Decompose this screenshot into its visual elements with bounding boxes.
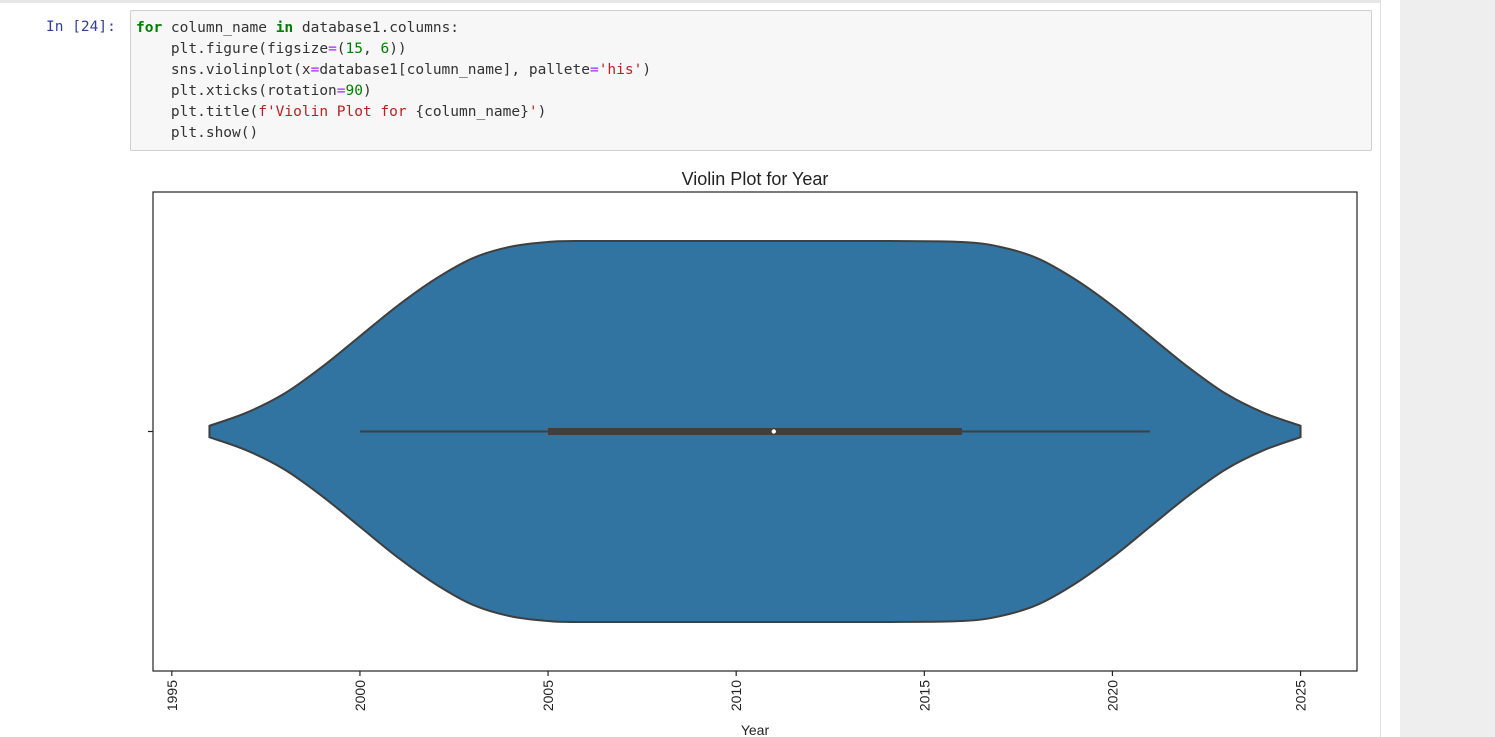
code-cell-input[interactable]: for column_name in database1.columns: pl… (130, 10, 1372, 151)
x-tick-label: 2015 (916, 680, 932, 711)
iqr-box (548, 428, 962, 435)
code-line: plt.show() (136, 125, 259, 141)
notebook-panel: In [24]: for column_name in database1.co… (0, 0, 1381, 737)
x-tick-label: 2020 (1104, 680, 1120, 711)
x-tick-label: 1995 (164, 680, 180, 711)
code-line: sns.violinplot(x=database1[column_name],… (136, 62, 652, 78)
x-tick-label: 2005 (540, 680, 556, 711)
x-tick-label: 2025 (1293, 680, 1309, 711)
cell-prompt: In [24]: (46, 19, 116, 35)
violin-plot: Violin Plot for Year 1995 2000 2005 2010 201… (148, 169, 1358, 737)
code-line: for column_name in database1.columns: (136, 20, 460, 36)
code-line: plt.figure(figsize=(15, 6)) (136, 41, 407, 57)
x-tick-label: 2010 (728, 680, 744, 711)
scrollbar-gutter[interactable] (1400, 0, 1495, 737)
code-line: plt.xticks(rotation=90) (136, 83, 372, 99)
top-border (0, 0, 1380, 3)
median-marker (771, 429, 777, 434)
code-line: plt.title(f'Violin Plot for {column_name… (136, 104, 547, 120)
x-tick-label: 2000 (352, 680, 368, 711)
x-axis-label: Year (741, 722, 770, 737)
chart-title: Violin Plot for Year (682, 169, 829, 189)
